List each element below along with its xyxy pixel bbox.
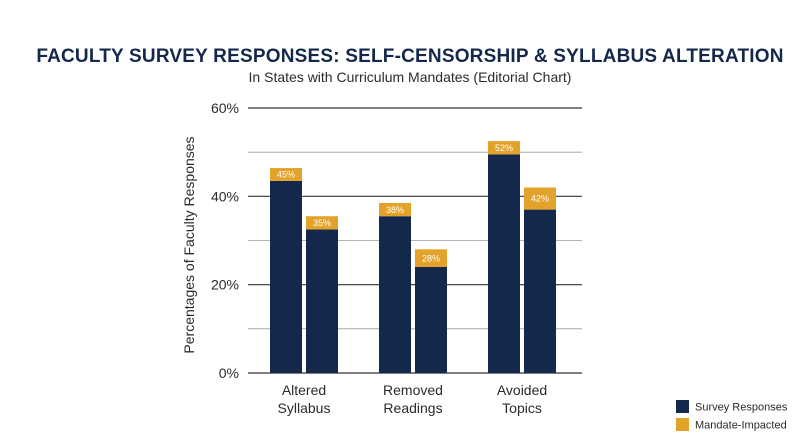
bars: 45% 35% 38% 28% 52% 42% [270, 141, 556, 373]
bar-mandate-cap [379, 202, 411, 217]
bar-survey-response [270, 180, 302, 373]
bar-survey-response [379, 216, 411, 373]
bar-data-label: 28% [422, 253, 440, 263]
bar-mandate-cap [488, 141, 520, 155]
y-axis-label: Percentages of Faculty Responses [181, 136, 197, 353]
bar-data-label: 52% [495, 143, 513, 153]
legend-label: Mandate-Impacted [695, 420, 787, 432]
legend-swatch [676, 400, 689, 413]
bar-mandate-cap [306, 216, 338, 230]
bar-data-label: 38% [386, 205, 404, 215]
y-axis-ticks: 0% 20% 40% 60% [211, 100, 239, 381]
bar-survey-response [415, 267, 447, 373]
bar-mandate-cap [524, 187, 556, 210]
bar-mandate-cap [415, 249, 447, 267]
legend-swatch [676, 418, 689, 431]
bar-survey-response [488, 154, 520, 373]
x-category-label: Avoided Topics [497, 382, 547, 416]
legend-label: Survey Responses [695, 402, 788, 414]
y-tick-label: 20% [211, 277, 239, 293]
y-tick-label: 0% [219, 365, 239, 381]
chart-subtitle: In States with Curriculum Mandates (Edit… [249, 69, 572, 85]
bar-survey-response [306, 229, 338, 373]
bar-survey-response [524, 209, 556, 373]
x-category-label: Altered Syllabus [278, 382, 331, 416]
chart-title: FACULTY SURVEY RESPONSES: SELF-CENSORSHI… [36, 46, 783, 67]
bar-data-label: 45% [277, 170, 295, 180]
x-category-label: Removed Readings [383, 382, 443, 416]
legend: Survey Responses Mandate-Impacted [676, 400, 788, 432]
y-tick-label: 40% [211, 188, 239, 204]
bar-mandate-cap [270, 168, 302, 181]
bar-data-label: 35% [313, 218, 331, 228]
bar-data-label: 42% [531, 194, 549, 204]
y-tick-label: 60% [211, 100, 239, 116]
x-axis-categories: Altered Syllabus Removed Readings Avoided Top… [278, 382, 548, 416]
